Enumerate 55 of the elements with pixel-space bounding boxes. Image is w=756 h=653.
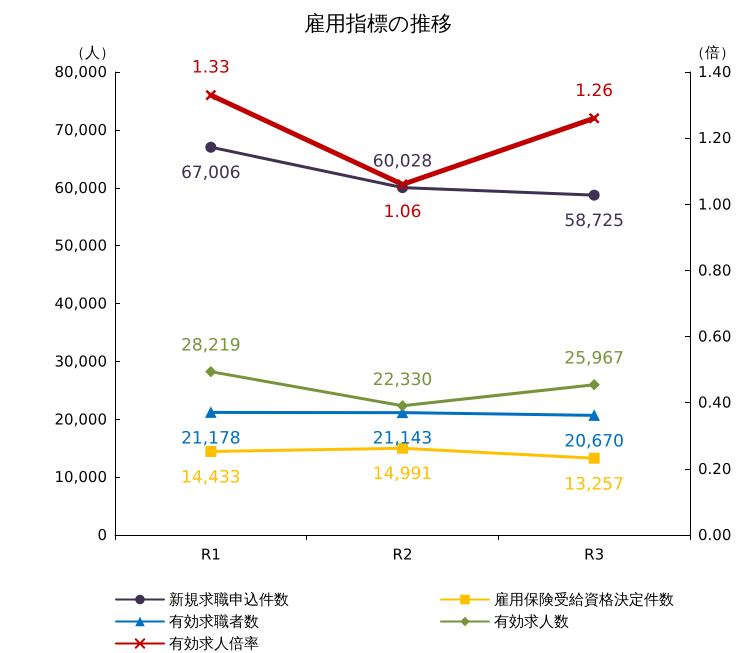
legend-label: 有効求職者数 bbox=[169, 612, 259, 630]
point bbox=[205, 366, 216, 378]
y2-tick-label: 1.00 bbox=[698, 195, 732, 214]
data-label: 60,028 bbox=[372, 152, 432, 172]
y-tick-label: 10,000 bbox=[54, 468, 107, 486]
y-axis-title: （人） bbox=[70, 44, 115, 62]
point bbox=[588, 452, 600, 464]
point bbox=[397, 400, 408, 412]
data-label: 13,257 bbox=[564, 474, 624, 494]
data-label: 1.06 bbox=[384, 202, 422, 222]
y2-tick-label: 0.00 bbox=[698, 526, 732, 544]
point bbox=[205, 89, 217, 101]
x-tick-label: R3 bbox=[584, 546, 604, 564]
point bbox=[588, 410, 600, 421]
legend-label: 有効求人数 bbox=[494, 612, 569, 630]
point bbox=[205, 142, 216, 153]
y-tick-label: 50,000 bbox=[54, 236, 107, 255]
legend-label: 新規求職申込件数 bbox=[169, 590, 289, 608]
y2-tick-label: 0.60 bbox=[698, 328, 732, 346]
data-label: 20,670 bbox=[564, 431, 624, 452]
y2-tick-label: 1.20 bbox=[698, 129, 732, 148]
data-label: 21,178 bbox=[181, 428, 241, 448]
data-label: 1.33 bbox=[192, 58, 230, 78]
data-label: 21,143 bbox=[372, 428, 432, 449]
data-label: 58,725 bbox=[564, 211, 624, 232]
point bbox=[205, 406, 216, 418]
y-tick-label: 30,000 bbox=[54, 352, 107, 370]
chart-title: 雇用指標の推移 bbox=[304, 12, 452, 36]
point bbox=[588, 112, 600, 124]
data-label: 67,006 bbox=[181, 163, 241, 184]
y-tick-label: 40,000 bbox=[54, 294, 107, 312]
point bbox=[588, 379, 600, 390]
y-tick-label: 60,000 bbox=[54, 178, 107, 197]
y-tick-label: 80,000 bbox=[54, 63, 107, 81]
point bbox=[205, 446, 216, 457]
data-label: 1.26 bbox=[575, 80, 614, 101]
y2-axis-title: （倍） bbox=[690, 44, 735, 62]
data-label: 14,433 bbox=[181, 467, 241, 488]
data-label: 25,967 bbox=[564, 348, 624, 369]
y-tick-label: 0 bbox=[97, 526, 107, 544]
legend-label: 雇用保険受給資格決定件数 bbox=[494, 590, 674, 608]
x-tick-label: R1 bbox=[200, 546, 221, 564]
point bbox=[396, 178, 408, 190]
x-tick-label: R2 bbox=[392, 546, 412, 564]
y2-tick-label: 0.40 bbox=[698, 394, 732, 412]
y2-tick-label: 0.20 bbox=[698, 460, 732, 478]
data-label: 22,330 bbox=[372, 370, 432, 390]
y-tick-label: 20,000 bbox=[54, 410, 107, 428]
y2-tick-label: 0.80 bbox=[698, 261, 732, 280]
point bbox=[588, 190, 600, 201]
y-tick-label: 70,000 bbox=[54, 120, 107, 139]
y2-tick-label: 1.40 bbox=[698, 63, 732, 81]
legend-label: 有効求人倍率 bbox=[169, 634, 259, 652]
data-label: 28,219 bbox=[181, 336, 241, 356]
data-label: 14,991 bbox=[372, 464, 432, 484]
